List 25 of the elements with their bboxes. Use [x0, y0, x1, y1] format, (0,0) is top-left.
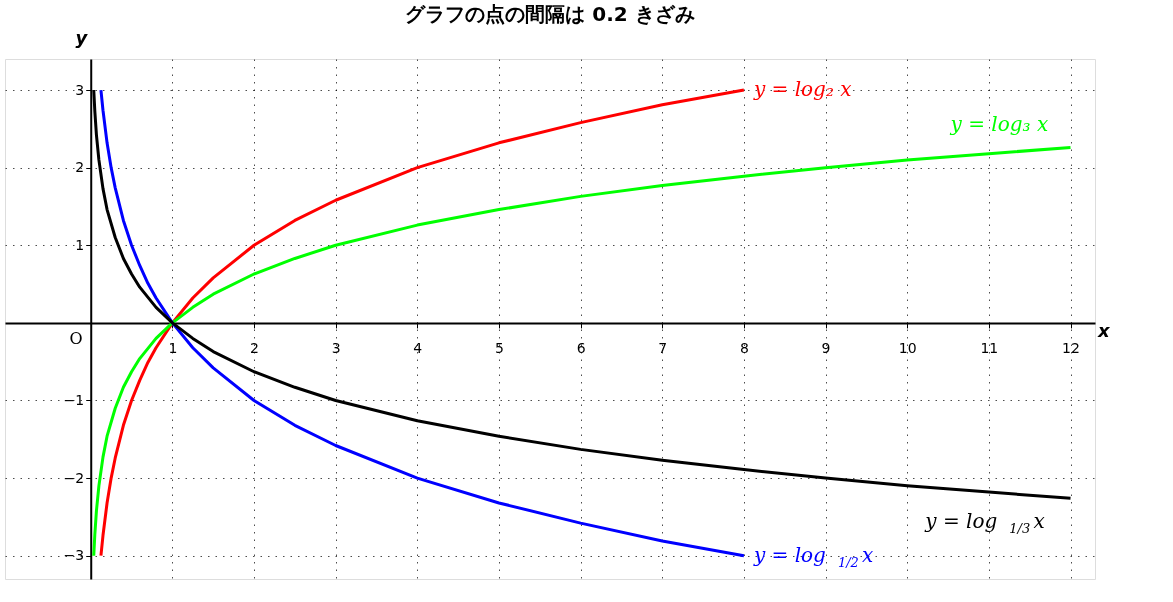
- line-series: [99, 88, 746, 558]
- x-tick-label: 7: [658, 340, 668, 357]
- series-label: y = log₂ x: [752, 77, 852, 102]
- x-tick-label: 1: [168, 340, 178, 357]
- x-tick-label: 10: [898, 340, 917, 357]
- chart-title: グラフの点の間隔は 0.2 きざみ: [405, 2, 695, 26]
- y-tick-label: −3: [63, 547, 85, 564]
- y-tick-label: 3: [75, 81, 85, 98]
- series-label: y = log₃ x: [949, 112, 1049, 137]
- y-axis-title: y: [75, 26, 89, 48]
- x-tick-label: 4: [413, 340, 423, 357]
- x-tick-label: 5: [495, 340, 504, 357]
- x-tick-label: 8: [739, 340, 749, 357]
- x-tick-label: 2: [250, 340, 259, 357]
- x-tick-label: 3: [331, 340, 341, 357]
- x-tick-label: 6: [576, 340, 586, 357]
- annotation: O: [69, 328, 83, 348]
- y-tick-label: 2: [75, 159, 85, 176]
- x-tick-label: 9: [821, 340, 831, 357]
- x-tick-label: 12: [1062, 340, 1080, 357]
- x-axis-title: x: [1096, 320, 1111, 342]
- y-tick-label: 1: [75, 236, 85, 253]
- x-tick-label: 11: [980, 340, 999, 357]
- y-tick-label: −1: [63, 391, 85, 408]
- y-tick-label: −2: [63, 469, 85, 486]
